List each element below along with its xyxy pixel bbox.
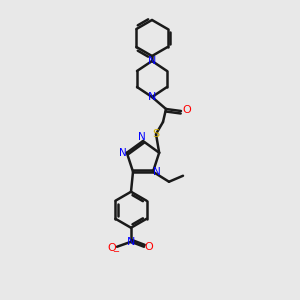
- Text: O: O: [108, 243, 116, 253]
- Text: N: N: [148, 92, 156, 102]
- Text: N: N: [138, 132, 146, 142]
- Text: O: O: [183, 105, 191, 115]
- Text: S: S: [152, 129, 160, 139]
- Text: N: N: [153, 167, 161, 177]
- Text: −: −: [112, 247, 119, 256]
- Text: N: N: [119, 148, 127, 158]
- Text: N: N: [148, 56, 156, 66]
- Text: N: N: [127, 237, 135, 247]
- Text: O: O: [145, 242, 153, 252]
